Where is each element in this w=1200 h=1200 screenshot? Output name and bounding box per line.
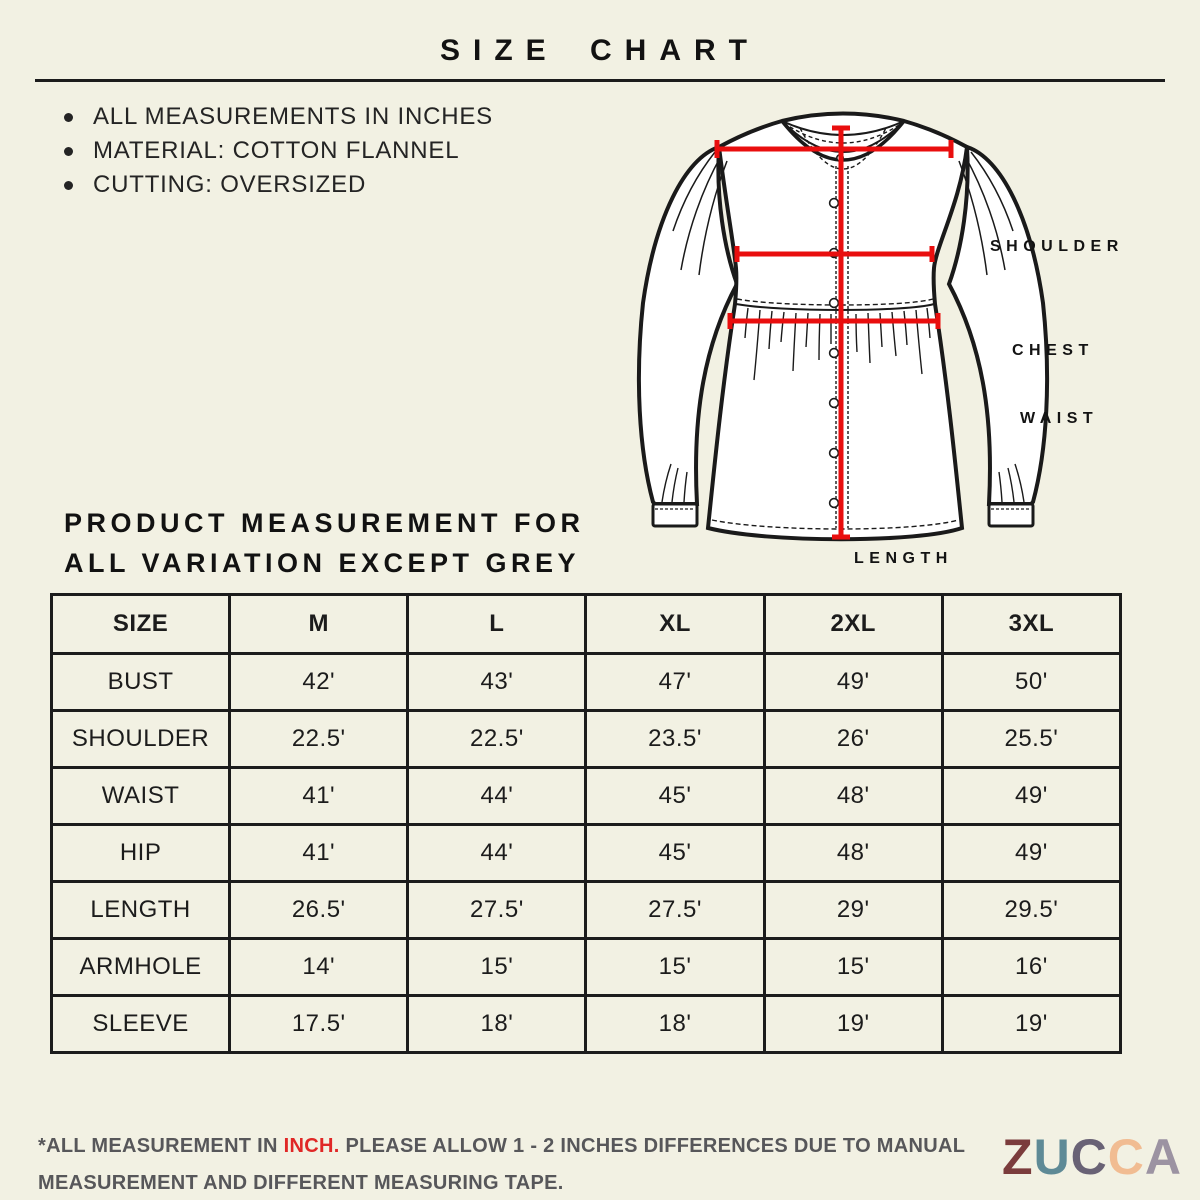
table-cell: 44' [408,768,586,825]
bullet-icon [64,147,73,156]
table-cell: 47' [586,654,764,711]
table-cell: 26.5' [230,882,408,939]
table-cell: 50' [942,654,1120,711]
row-label-cell: SLEEVE [52,996,230,1053]
garment-diagram: SHOULDER CHEST WAIST LENGTH [600,98,1160,578]
disclaimer-highlight: INCH. [284,1135,340,1157]
table-cell: 42' [230,654,408,711]
table-header-cell: 2XL [764,595,942,654]
logo-letter: C [1071,1129,1108,1185]
table-cell: 29.5' [942,882,1120,939]
table-cell: 22.5' [408,711,586,768]
table-row: LENGTH 26.5' 27.5' 27.5' 29' 29.5' [52,882,1121,939]
waist-label: WAIST [1020,410,1098,428]
logo-letter: U [1034,1129,1071,1185]
table-cell: 48' [764,825,942,882]
length-label: LENGTH [854,550,953,568]
table-row: HIP 41' 44' 45' 48' 49' [52,825,1121,882]
table-cell: 48' [764,768,942,825]
table-cell: 45' [586,768,764,825]
table-cell: 14' [230,939,408,996]
note-text: MATERIAL: COTTON FLANNEL [93,137,459,165]
right-sleeve [949,147,1047,504]
row-label-cell: WAIST [52,768,230,825]
table-cell: 49' [764,654,942,711]
row-label-cell: BUST [52,654,230,711]
table-cell: 26' [764,711,942,768]
table-cell: 15' [408,939,586,996]
table-cell: 25.5' [942,711,1120,768]
section-heading-line1: PRODUCT MEASUREMENT FOR [64,503,585,543]
shoulder-label: SHOULDER [990,238,1124,256]
note-text: CUTTING: OVERSIZED [93,171,366,199]
table-row: BUST 42' 43' 47' 49' 50' [52,654,1121,711]
table-cell: 18' [408,996,586,1053]
table-cell: 41' [230,825,408,882]
table-cell: 19' [942,996,1120,1053]
right-cuff [989,504,1033,526]
note-item: MATERIAL: COTTON FLANNEL [64,134,493,168]
table-cell: 27.5' [408,882,586,939]
table-cell: 15' [764,939,942,996]
chest-label: CHEST [1012,342,1094,360]
title-divider [35,79,1165,82]
table-header-cell: SIZE [52,595,230,654]
table-header-cell: XL [586,595,764,654]
table-row: ARMHOLE 14' 15' 15' 15' 16' [52,939,1121,996]
page-title: SIZE CHART [0,34,1200,68]
logo-letter: C [1108,1129,1145,1185]
table-header-cell: 3XL [942,595,1120,654]
table-cell: 19' [764,996,942,1053]
table-cell: 49' [942,825,1120,882]
table-row: WAIST 41' 44' 45' 48' 49' [52,768,1121,825]
table-cell: 29' [764,882,942,939]
section-heading: PRODUCT MEASUREMENT FOR ALL VARIATION EX… [64,503,585,583]
logo-letter: A [1145,1129,1182,1185]
row-label-cell: LENGTH [52,882,230,939]
table-cell: 49' [942,768,1120,825]
table-header-row: SIZE M L XL 2XL 3XL [52,595,1121,654]
row-label-cell: ARMHOLE [52,939,230,996]
table-cell: 44' [408,825,586,882]
bullet-icon [64,181,73,190]
table-cell: 22.5' [230,711,408,768]
size-chart-page: SIZE CHART ALL MEASUREMENTS IN INCHES MA… [0,0,1200,1200]
table-cell: 16' [942,939,1120,996]
table-cell: 43' [408,654,586,711]
table-header-cell: L [408,595,586,654]
note-item: CUTTING: OVERSIZED [64,168,493,202]
table-row: SLEEVE 17.5' 18' 18' 19' 19' [52,996,1121,1053]
row-label-cell: HIP [52,825,230,882]
left-cuff [653,504,697,526]
table-cell: 41' [230,768,408,825]
bullet-icon [64,113,73,122]
table-cell: 27.5' [586,882,764,939]
table-cell: 17.5' [230,996,408,1053]
row-label-cell: SHOULDER [52,711,230,768]
note-text: ALL MEASUREMENTS IN INCHES [93,103,493,131]
table-header-cell: M [230,595,408,654]
table-row: SHOULDER 22.5' 22.5' 23.5' 26' 25.5' [52,711,1121,768]
table-cell: 18' [586,996,764,1053]
table-cell: 45' [586,825,764,882]
section-heading-line2: ALL VARIATION EXCEPT GREY [64,543,585,583]
table-cell: 15' [586,939,764,996]
bodice-body [708,114,967,540]
disclaimer-prefix: *ALL MEASUREMENT IN [38,1135,284,1157]
note-item: ALL MEASUREMENTS IN INCHES [64,100,493,134]
disclaimer-note: *ALL MEASUREMENT IN INCH. PLEASE ALLOW 1… [38,1128,1028,1200]
product-notes: ALL MEASUREMENTS IN INCHES MATERIAL: COT… [64,100,493,202]
table-cell: 23.5' [586,711,764,768]
brand-logo: ZUCCA [1002,1132,1182,1182]
size-table: SIZE M L XL 2XL 3XL BUST 42' 43' 47' 49'… [50,593,1122,1054]
garment-illustration [600,98,1060,568]
logo-letter: Z [1002,1129,1034,1185]
